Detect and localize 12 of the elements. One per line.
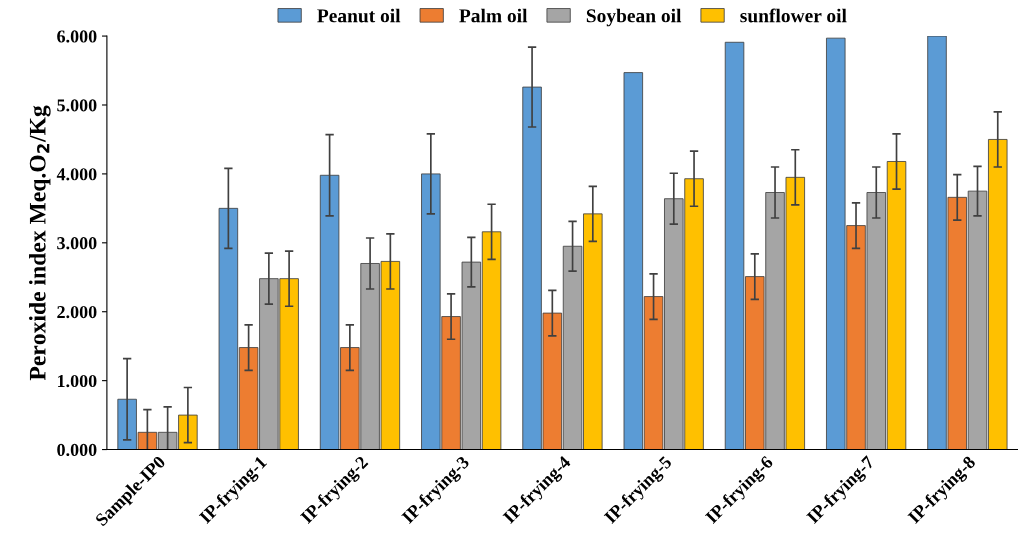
y-tick-label: 5.000: [57, 99, 97, 112]
y-tick-label: 4.000: [56, 168, 97, 181]
legend-label: Peanut oil: [317, 8, 401, 23]
legend-label: sunflower oil: [740, 8, 847, 23]
y-axis-title: Peroxide index Meq.O$_{2}$/Kg: [29, 105, 51, 381]
legend-label: Soybean oil: [586, 8, 682, 27]
y-tick-label: 3.000: [57, 237, 97, 250]
y-tick-label: 2.000: [57, 305, 97, 319]
legend-label: Palm oil: [459, 8, 528, 23]
y-tick-label: 6.000: [57, 30, 97, 43]
y-tick-label: 0.000: [57, 443, 97, 457]
y-tick-label: 1.000: [57, 374, 97, 388]
